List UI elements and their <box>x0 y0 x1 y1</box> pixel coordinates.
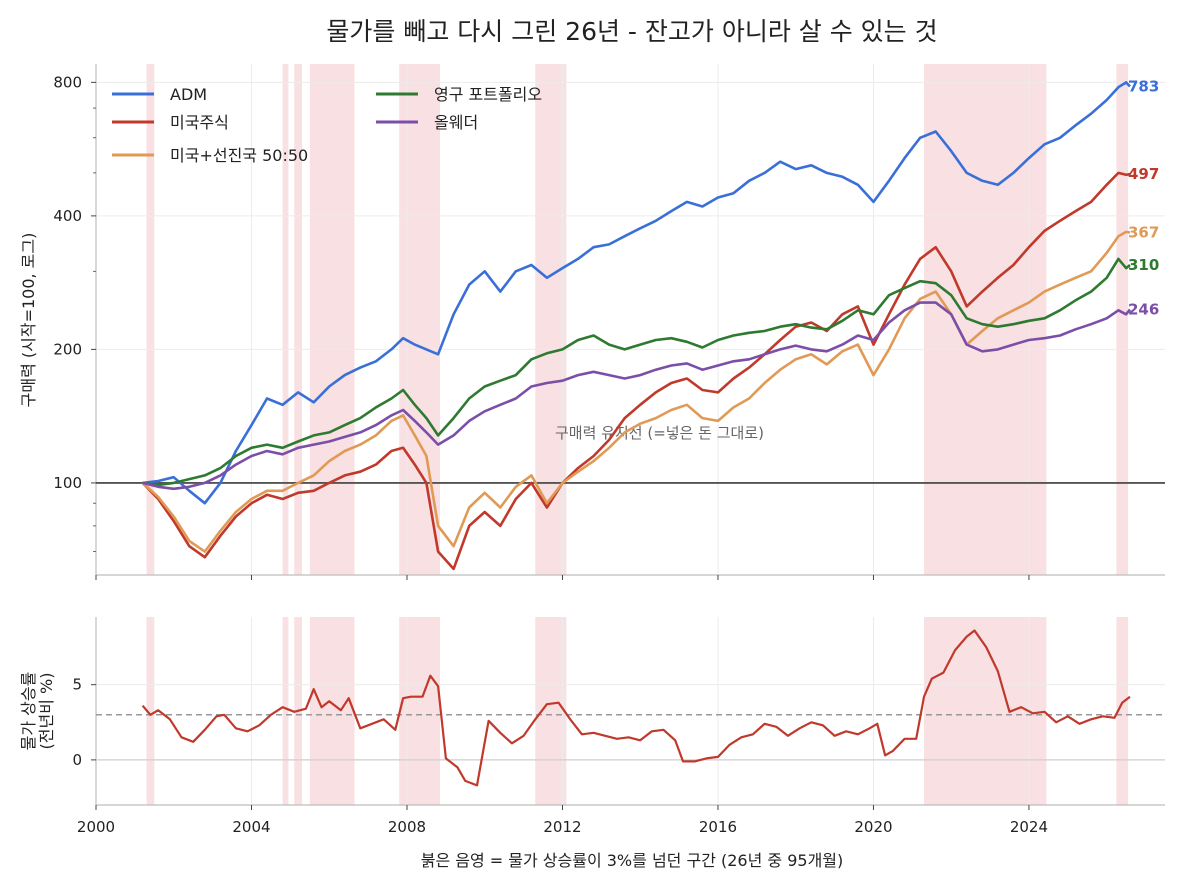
x-tick-label: 2016 <box>699 818 737 836</box>
chart-title: 물가를 빼고 다시 그린 26년 - 잔고가 아니라 살 수 있는 것 <box>326 17 937 46</box>
inflation-shade-band <box>1116 64 1129 575</box>
series-line-0 <box>142 81 1131 505</box>
end-label-4: 246 <box>1128 301 1159 319</box>
inflation-shade-band <box>282 64 289 575</box>
series-line-3 <box>142 257 1131 487</box>
x-tick-label: 2024 <box>1010 818 1048 836</box>
inflation-series-line <box>141 629 1131 787</box>
x-tick-label: 2008 <box>388 818 426 836</box>
legend-label-0: ADM <box>170 85 207 104</box>
series-line-4 <box>142 301 1132 491</box>
series-line-1 <box>141 171 1131 571</box>
y-tick-label: 5 <box>72 676 82 694</box>
inflation-shading-top <box>146 64 1129 575</box>
purchasing-power-panel: 100 200 400 800 구매력 유지선 (=넣은 돈 그대로) 783 497 3… <box>19 64 1165 580</box>
legend-label-4: 올웨더 <box>434 113 478 132</box>
y-axis-label-line: 물가 상승률 <box>19 672 38 751</box>
inflation-shade-band <box>309 64 355 575</box>
inflation-line <box>141 629 1131 787</box>
y-axis-label-top: 구매력 (시작=100, 로그) <box>19 233 38 408</box>
inflation-shade-band <box>282 617 289 805</box>
x-tick-label: 2020 <box>854 818 892 836</box>
inflation-shade-band <box>399 617 441 805</box>
y-tick-label: 800 <box>53 73 82 91</box>
inflation-shade-band <box>146 64 155 575</box>
end-label-1: 497 <box>1128 165 1159 183</box>
axes-top: 100 200 400 800 <box>53 64 1165 580</box>
inflation-shade-band <box>146 617 155 805</box>
inflation-shade-band <box>923 64 1047 575</box>
y-tick-label: 400 <box>53 207 82 225</box>
x-tick-label: 2004 <box>232 818 270 836</box>
inflation-shade-band <box>1116 617 1129 805</box>
x-axis-label: 붉은 음영 = 물가 상승률이 3%를 넘던 구간 (26년 중 95개월) <box>421 851 844 870</box>
series-end-labels: 783 497 367 310 246 <box>1128 77 1159 318</box>
y-tick-label: 200 <box>53 340 82 358</box>
y-tick-label: 100 <box>53 474 82 492</box>
y-axis-label-bottom: 물가 상승률 (전년비 %) <box>19 672 56 751</box>
x-tick-label: 2012 <box>543 818 581 836</box>
inflation-panel: 0 5 2000 2004 2008 2012 2016 2020 2024 물가 상승률 (전년… <box>19 617 1165 870</box>
inflation-shade-band <box>535 617 567 805</box>
y-axis-label-line: (전년비 %) <box>37 673 56 750</box>
inflation-shading-bottom <box>146 617 1129 805</box>
inflation-shade-band <box>309 617 355 805</box>
x-tick-label: 2000 <box>77 818 115 836</box>
legend-label-1: 미국주식 <box>170 113 229 132</box>
series-lines <box>141 81 1132 571</box>
axes-bottom: 0 5 2000 2004 2008 2012 2016 2020 2024 <box>72 617 1165 836</box>
legend-label-2: 미국+선진국 50:50 <box>170 146 308 165</box>
legend-label-3: 영구 포트폴리오 <box>434 85 542 104</box>
inflation-shade-band <box>294 64 303 575</box>
inflation-shade-band <box>923 617 1047 805</box>
end-label-0: 783 <box>1128 77 1159 95</box>
y-tick-label: 0 <box>72 751 82 769</box>
baseline-annotation: 구매력 유지선 (=넣은 돈 그대로) <box>555 424 764 442</box>
end-label-2: 367 <box>1128 223 1159 241</box>
series-line-2 <box>141 230 1131 553</box>
end-label-3: 310 <box>1128 256 1159 274</box>
